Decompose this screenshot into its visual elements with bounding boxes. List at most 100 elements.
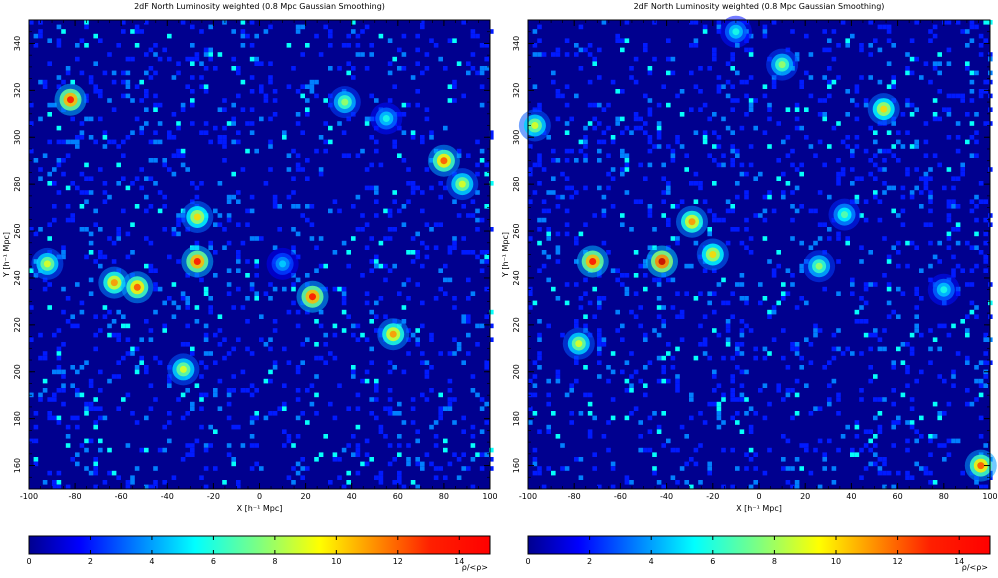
y-tick-label: 300 — [13, 130, 22, 145]
y-tick-label: 240 — [512, 270, 521, 285]
x-tick-label: -40 — [660, 492, 673, 501]
density-peak — [880, 105, 888, 113]
colorbar-tick-label: 14 — [954, 557, 964, 566]
x-axis-label: X [h⁻¹ Mpc] — [736, 504, 782, 513]
colorbar-frame — [527, 535, 991, 555]
colorbar-tick-label: 12 — [893, 557, 903, 566]
density-peak — [193, 213, 201, 221]
colorbar-tick-label: 6 — [211, 557, 216, 566]
x-tick-label: 100 — [482, 492, 497, 501]
colorbar-tick-label: 0 — [26, 557, 31, 566]
colorbar-tick-label: 10 — [331, 557, 341, 566]
density-peak — [658, 258, 666, 265]
density-peak — [382, 115, 390, 122]
x-axis-label: X [h⁻¹ Mpc] — [237, 504, 283, 513]
x-tick-label: -100 — [20, 492, 38, 501]
y-tick-label: 320 — [13, 83, 22, 98]
x-tick-label: 40 — [846, 492, 856, 501]
y-tick-label: 320 — [512, 83, 521, 98]
x-tick-label: -60 — [115, 492, 128, 501]
density-peak — [778, 61, 786, 69]
y-tick-label: 300 — [512, 130, 521, 145]
density-peak — [110, 279, 118, 287]
density-texture — [29, 20, 494, 490]
colorbar-tick-label: 8 — [772, 557, 777, 566]
density-peak — [977, 462, 985, 470]
x-tick-label: 80 — [439, 492, 449, 501]
y-tick-label: 220 — [13, 317, 22, 332]
y-tick-label: 180 — [13, 411, 22, 426]
density-peak — [575, 340, 583, 348]
colorbar-tick-label: 10 — [831, 557, 841, 566]
y-axis-label: Y [h⁻¹ Mpc] — [2, 232, 11, 278]
y-tick-label: 340 — [512, 36, 521, 51]
density-peak — [193, 258, 201, 265]
colorbar-label: ρ/<ρ> — [962, 563, 988, 572]
colorbar-tick-label: 6 — [710, 557, 715, 566]
x-tick-label: -100 — [519, 492, 537, 501]
x-tick-label: 0 — [257, 492, 262, 501]
x-tick-label: -80 — [568, 492, 581, 501]
y-tick-label: 220 — [512, 317, 521, 332]
density-panel-2: 2dF North Luminosity weighted (0.8 Mpc G… — [501, 2, 998, 572]
x-tick-label: 80 — [939, 492, 949, 501]
density-peak — [531, 122, 539, 129]
density-peak — [279, 260, 287, 268]
density-peak — [458, 180, 466, 188]
colorbar-tick-label: 2 — [88, 557, 93, 566]
colorbar-tick-label: 4 — [149, 557, 154, 566]
density-peak — [940, 286, 948, 294]
colorbar-tick-label: 8 — [272, 557, 277, 566]
y-tick-label: 240 — [13, 270, 22, 285]
y-tick-label: 260 — [13, 223, 22, 238]
x-tick-label: 60 — [393, 492, 403, 501]
colorbar-gradient — [528, 536, 990, 554]
y-tick-label: 200 — [13, 364, 22, 379]
density-peak — [43, 260, 51, 268]
colorbar-gradient — [29, 536, 490, 554]
density-peak — [709, 251, 717, 258]
x-tick-label: -20 — [207, 492, 220, 501]
y-tick-label: 160 — [13, 458, 22, 473]
density-peak — [67, 96, 74, 104]
colorbar-tick-label: 2 — [587, 557, 592, 566]
x-tick-label: -60 — [614, 492, 627, 501]
density-peaks — [518, 15, 997, 482]
density-peak — [841, 211, 848, 219]
x-tick-label: 20 — [301, 492, 311, 501]
colorbar-tick-label: 14 — [454, 557, 464, 566]
density-panel-1: 2dF North Luminosity weighted (0.8 Mpc G… — [2, 2, 498, 572]
y-axis-label: Y [h⁻¹ Mpc] — [501, 232, 510, 278]
x-tick-label: 20 — [800, 492, 810, 501]
y-tick-label: 260 — [512, 223, 521, 238]
density-peak — [179, 365, 187, 373]
y-tick-label: 180 — [512, 411, 521, 426]
x-tick-label: 100 — [982, 492, 997, 501]
colorbar-label: ρ/<ρ> — [462, 563, 488, 572]
y-tick-label: 280 — [13, 177, 22, 192]
density-peak — [341, 98, 349, 106]
y-tick-label: 280 — [512, 177, 521, 192]
x-tick-label: 60 — [893, 492, 903, 501]
colorbar-tick-label: 0 — [525, 557, 530, 566]
x-tick-label: -80 — [69, 492, 82, 501]
y-tick-label: 160 — [512, 458, 521, 473]
chart-title: 2dF North Luminosity weighted (0.8 Mpc G… — [634, 2, 885, 11]
y-tick-label: 200 — [512, 364, 521, 379]
colorbar-frame — [28, 535, 491, 555]
density-peak — [440, 157, 448, 165]
density-peak — [133, 283, 141, 291]
colorbar: 0 2 4 6 8 10 12 14ρ/<ρ> — [525, 535, 991, 572]
x-tick-label: 0 — [756, 492, 761, 501]
density-peak — [589, 258, 597, 265]
colorbar-tick-label: 12 — [393, 557, 403, 566]
density-peak — [815, 262, 823, 270]
colorbar-tick-label: 4 — [649, 557, 654, 566]
x-tick-label: -40 — [161, 492, 174, 501]
density-peak — [688, 218, 696, 226]
density-peak — [732, 28, 740, 36]
density-peak — [309, 293, 316, 301]
y-tick-label: 340 — [13, 36, 22, 51]
density-peak — [389, 330, 397, 338]
